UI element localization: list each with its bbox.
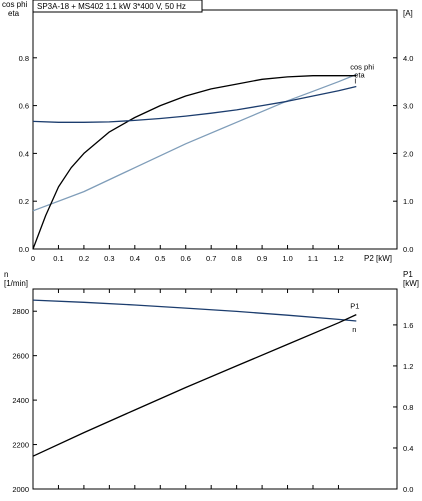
top-x-tick-label: 0.6 <box>181 254 191 263</box>
top-chart-plot-area <box>32 9 398 250</box>
bottom-right-axis-title-p1: P1 <box>403 270 413 279</box>
bottom-left-tick-label: 2400 <box>12 396 29 405</box>
top-right-tick-label: 2.0 <box>403 149 413 158</box>
bottom-right-axis-title-unit: [kW] <box>403 279 419 288</box>
top-chart-ticks: 0.0 0.2 0.4 0.6 0.8 0.0 1.0 2.0 3.0 4.0 0 0.1 0.2 0.3… <box>19 54 414 263</box>
top-right-tick-label: 3.0 <box>403 102 413 111</box>
top-x-tick-label: 0.3 <box>104 254 114 263</box>
bottom-right-tick-label: 0.8 <box>403 403 413 412</box>
top-x-tick-label: 1.2 <box>333 254 343 263</box>
bottom-right-tick-label: 1.2 <box>403 362 413 371</box>
top-chart-title-box <box>32 0 203 13</box>
top-x-tick-label: 0.4 <box>130 254 140 263</box>
top-x-tick-label: 0.8 <box>231 254 241 263</box>
top-right-tick-label: 0.0 <box>403 245 413 254</box>
top-right-axis-title: [A] <box>403 9 413 18</box>
bottom-left-tick-label: 2000 <box>12 485 29 494</box>
bottom-left-tick-label: 2600 <box>12 352 29 361</box>
top-series-label-i: I <box>354 76 356 85</box>
bottom-left-axis-title-unit: [1/min] <box>4 279 28 288</box>
bottom-left-tick-label: 2800 <box>12 307 29 316</box>
top-left-tick-label: 0.2 <box>19 197 29 206</box>
bottom-right-tick-label: 0.4 <box>403 444 413 453</box>
top-left-tick-label: 0.8 <box>19 54 29 63</box>
top-chart-title: SP3A-18 + MS402 1.1 kW 3*400 V, 50 Hz <box>37 2 186 11</box>
bottom-series-line-p1 <box>32 314 357 457</box>
top-left-tick-label: 0.6 <box>19 102 29 111</box>
top-x-tick-label: 0.7 <box>206 254 216 263</box>
top-x-tick-label: 0.2 <box>79 254 89 263</box>
top-series-label-cos-phi: cos phi <box>350 63 374 72</box>
bottom-right-tick-label: 0.0 <box>403 485 413 494</box>
top-x-tick-label: 1.0 <box>282 254 292 263</box>
top-right-tick-label: 1.0 <box>403 197 413 206</box>
bottom-series-label-n: n <box>352 325 356 334</box>
top-left-axis-title-cosphi: cos phi <box>2 0 28 9</box>
top-x-axis-label: P2 [kW] <box>364 254 392 263</box>
bottom-series-label-p1: P1 <box>350 302 359 311</box>
top-x-tick-label: 0.5 <box>155 254 165 263</box>
top-series-line-eta <box>32 75 357 250</box>
bottom-left-axis-title-n: n <box>4 270 8 279</box>
top-series-label-eta: eta <box>354 71 365 80</box>
top-right-tick-label: 4.0 <box>403 54 413 63</box>
bottom-right-tick-label: 1.6 <box>403 321 413 330</box>
top-x-tick-label: 0.1 <box>53 254 63 263</box>
bottom-chart-plot-area <box>32 288 398 490</box>
top-x-tick-label: 0 <box>31 254 35 263</box>
top-x-tick-label: 0.9 <box>257 254 267 263</box>
top-series-line-i <box>32 85 357 123</box>
top-series-line-cos-phi <box>32 73 357 212</box>
bottom-series-line-n <box>32 299 357 322</box>
top-x-tick-label: 1.1 <box>308 254 318 263</box>
bottom-chart-ticks: 2000 2200 2400 2600 2800 0.0 0.4 0.8 1.2 1.6 <box>12 289 413 494</box>
bottom-left-tick-label: 2200 <box>12 441 29 450</box>
bottom-chart-series: n P1 <box>32 299 359 457</box>
top-left-axis-title-eta: eta <box>8 9 20 18</box>
top-left-tick-label: 0.4 <box>19 149 29 158</box>
top-left-tick-label: 0.0 <box>19 245 29 254</box>
